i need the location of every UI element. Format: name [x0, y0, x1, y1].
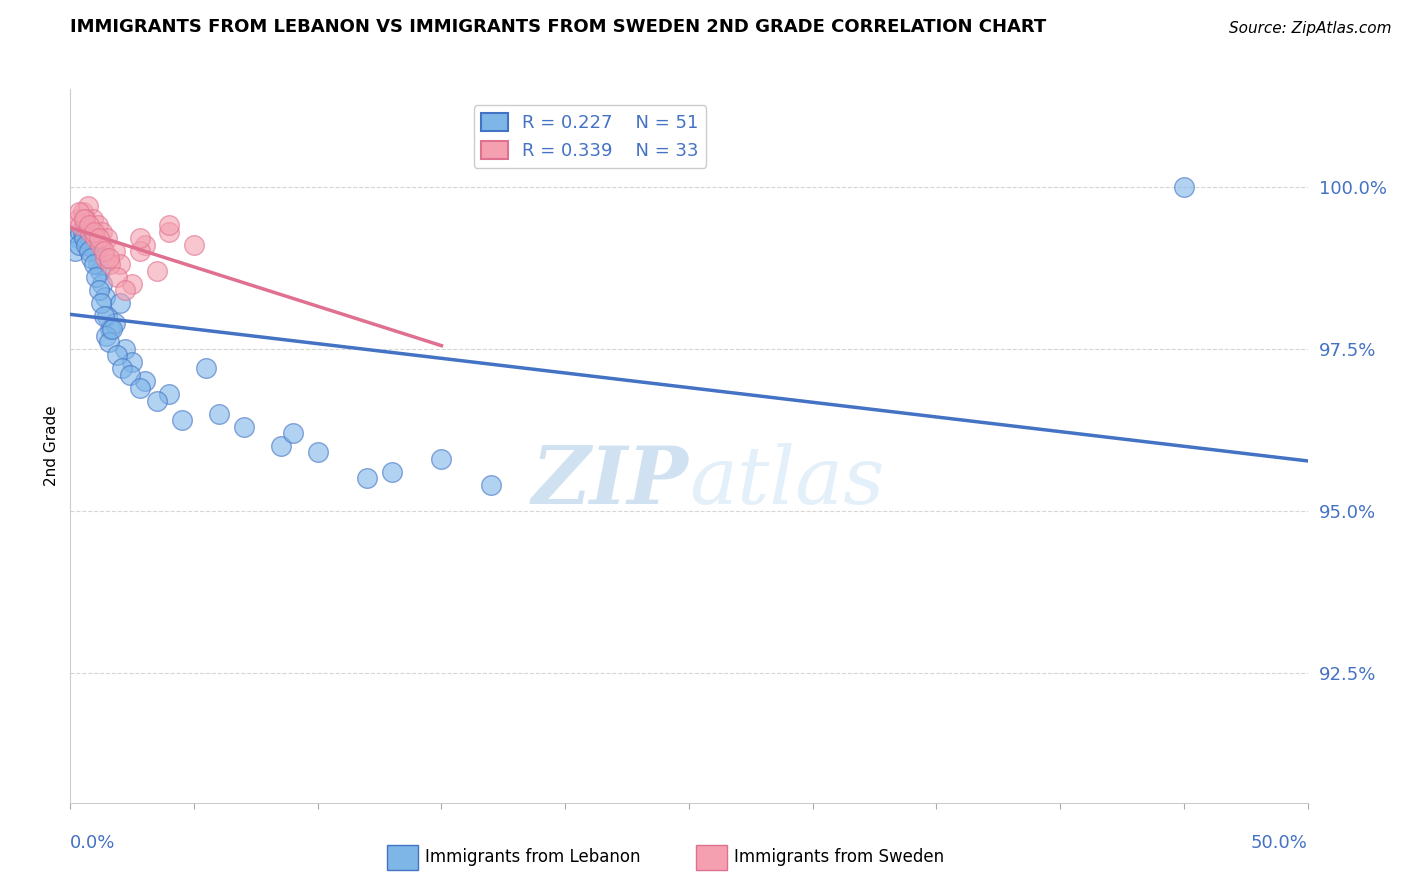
Point: [134, 374, 156, 388]
Point: [75, 211, 97, 226]
Point: [157, 225, 180, 239]
Point: [105, 270, 128, 285]
Point: [146, 264, 169, 278]
Point: [65, 244, 87, 259]
Point: [96, 310, 118, 324]
Point: [101, 322, 124, 336]
Point: [84, 270, 107, 285]
Point: [146, 393, 169, 408]
Point: [67, 238, 90, 252]
Point: [79, 225, 101, 239]
Text: 0.0%: 0.0%: [70, 834, 115, 852]
Point: [128, 381, 150, 395]
Point: [73, 231, 96, 245]
Point: [72, 225, 94, 239]
Text: ZIP: ZIP: [531, 443, 689, 520]
Text: Source: ZipAtlas.com: Source: ZipAtlas.com: [1229, 21, 1392, 36]
Point: [76, 225, 98, 239]
Point: [108, 257, 131, 271]
Point: [90, 296, 112, 310]
Point: [75, 238, 97, 252]
Text: Immigrants from Lebanon: Immigrants from Lebanon: [425, 848, 640, 866]
Point: [91, 277, 114, 291]
Point: [97, 251, 120, 265]
Point: [183, 238, 205, 252]
Point: [94, 251, 117, 265]
Point: [66, 211, 89, 226]
Point: [87, 231, 110, 245]
Point: [121, 354, 143, 368]
Point: [82, 211, 104, 226]
Point: [86, 257, 108, 271]
Point: [89, 238, 111, 252]
Point: [114, 342, 136, 356]
Point: [69, 219, 91, 233]
Point: [96, 231, 118, 245]
Point: [84, 231, 107, 245]
Point: [93, 310, 115, 324]
Text: 50.0%: 50.0%: [1251, 834, 1308, 852]
Point: [134, 238, 156, 252]
Point: [195, 361, 218, 376]
Point: [89, 264, 111, 278]
Point: [118, 368, 141, 382]
Point: [91, 225, 114, 239]
Point: [66, 231, 89, 245]
Point: [73, 211, 96, 226]
Point: [79, 231, 101, 245]
Point: [381, 465, 404, 479]
Point: [75, 219, 97, 233]
Point: [157, 219, 180, 233]
Point: [87, 283, 110, 297]
Point: [1173, 179, 1195, 194]
Point: [72, 205, 94, 219]
Point: [94, 290, 117, 304]
Point: [108, 296, 131, 310]
Point: [77, 244, 100, 259]
Point: [86, 219, 108, 233]
Point: [83, 257, 105, 271]
Point: [430, 452, 453, 467]
Text: atlas: atlas: [689, 443, 884, 520]
Point: [307, 445, 329, 459]
Point: [157, 387, 180, 401]
Text: IMMIGRANTS FROM LEBANON VS IMMIGRANTS FROM SWEDEN 2ND GRADE CORRELATION CHART: IMMIGRANTS FROM LEBANON VS IMMIGRANTS FR…: [70, 18, 1046, 36]
Point: [170, 413, 193, 427]
Point: [270, 439, 292, 453]
Point: [69, 225, 91, 239]
Legend: R = 0.227    N = 51, R = 0.339    N = 33: R = 0.227 N = 51, R = 0.339 N = 33: [474, 105, 706, 168]
Point: [67, 205, 90, 219]
Point: [356, 471, 378, 485]
Point: [98, 322, 121, 336]
Point: [208, 407, 231, 421]
Point: [128, 231, 150, 245]
Point: [97, 335, 120, 350]
Point: [121, 277, 143, 291]
Point: [77, 219, 100, 233]
Point: [281, 425, 304, 440]
Point: [128, 244, 150, 259]
Point: [232, 419, 254, 434]
Point: [93, 244, 115, 259]
Point: [105, 348, 128, 362]
Point: [98, 257, 121, 271]
Point: [83, 225, 105, 239]
Y-axis label: 2nd Grade: 2nd Grade: [44, 406, 59, 486]
Point: [76, 199, 98, 213]
Point: [96, 328, 118, 343]
Point: [80, 251, 103, 265]
Text: Immigrants from Sweden: Immigrants from Sweden: [734, 848, 943, 866]
Point: [111, 361, 134, 376]
Point: [104, 244, 127, 259]
Point: [479, 478, 502, 492]
Point: [84, 244, 107, 259]
Point: [114, 283, 136, 297]
Point: [104, 316, 127, 330]
Point: [82, 238, 104, 252]
